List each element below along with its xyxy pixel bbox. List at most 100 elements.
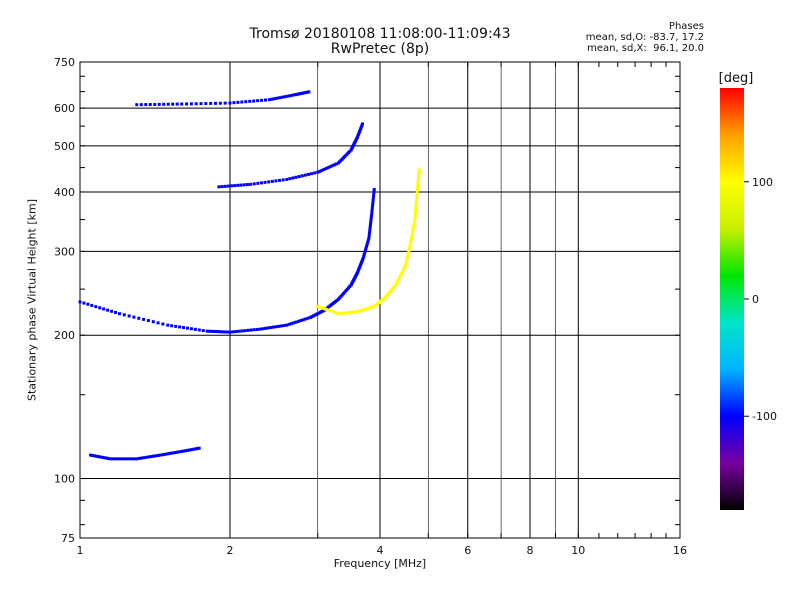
echo-point	[285, 94, 289, 98]
echo-point	[270, 97, 274, 101]
echo-point	[252, 99, 256, 103]
echo-point	[372, 193, 376, 197]
echo-point	[135, 103, 139, 107]
echo-point	[142, 456, 146, 460]
echo-point	[173, 451, 177, 455]
echo-point	[110, 309, 114, 313]
echo-point	[264, 98, 268, 102]
echo-point	[278, 96, 282, 100]
echo-point	[231, 330, 235, 334]
chart-title: Tromsø 20180108 11:08:00-11:09:43	[249, 26, 511, 42]
echo-point	[398, 275, 402, 279]
echo-point	[336, 312, 340, 316]
echo-point	[318, 169, 322, 173]
echo-point	[256, 99, 260, 103]
echo-point	[294, 92, 298, 96]
echo-point	[122, 457, 126, 461]
echo-point	[326, 166, 330, 170]
echo-point	[415, 198, 419, 202]
echo-point	[364, 246, 368, 250]
echo-point	[78, 300, 82, 304]
echo-point	[261, 327, 265, 331]
echo-point	[132, 457, 136, 461]
echo-point	[252, 182, 256, 186]
echo-point	[401, 269, 405, 273]
echo-point	[100, 455, 104, 459]
echo-point	[285, 323, 289, 327]
echo-point	[193, 447, 197, 451]
echo-point	[322, 167, 326, 171]
echo-point	[135, 457, 139, 461]
echo-point	[367, 236, 371, 240]
echo-point	[219, 330, 223, 334]
echo-point	[272, 325, 276, 329]
y-tick-label: 400	[54, 186, 75, 199]
echo-point	[394, 283, 398, 287]
echo-point	[288, 94, 292, 98]
x-axis-label: Frequency [MHz]	[333, 557, 427, 570]
echo-point	[415, 195, 419, 199]
echo-point	[111, 457, 115, 461]
echo-point	[144, 455, 148, 459]
echo-point	[313, 171, 317, 175]
echo-point	[367, 306, 371, 310]
chart-subtitle: RwPretec (8p)	[330, 41, 430, 57]
echo-point	[369, 219, 373, 223]
echo-point	[322, 307, 326, 311]
y-tick-label: 75	[61, 532, 75, 545]
x-tick-label: 16	[673, 544, 687, 557]
echo-point	[301, 91, 305, 95]
echo-point	[370, 206, 374, 210]
echo-point	[361, 256, 365, 260]
echo-point	[279, 324, 283, 328]
echo-point	[324, 167, 328, 171]
echo-point	[228, 101, 232, 105]
stats-heading: Phases	[668, 21, 704, 32]
echo-point	[412, 220, 416, 224]
echo-point	[246, 328, 250, 332]
echo-point	[344, 311, 348, 315]
echo-point	[413, 215, 417, 219]
echo-point	[266, 326, 270, 330]
echo-point	[98, 306, 102, 310]
echo-point	[417, 175, 421, 179]
echo-point	[228, 330, 232, 334]
echo-point	[94, 305, 98, 309]
echo-point	[236, 183, 240, 187]
echo-point	[114, 310, 118, 314]
echo-point	[404, 259, 408, 263]
echo-point	[359, 309, 363, 313]
echo-point	[199, 102, 203, 106]
echo-point	[413, 218, 417, 222]
echo-point	[302, 91, 306, 95]
echo-point	[169, 451, 173, 455]
echo-point	[244, 100, 248, 104]
echo-point	[151, 454, 155, 458]
echo-point	[303, 173, 307, 177]
echo-point	[248, 99, 252, 103]
echo-point	[372, 188, 376, 192]
echo-point	[342, 311, 346, 315]
echo-point	[217, 185, 221, 189]
echo-point	[217, 330, 221, 334]
echo-point	[410, 233, 414, 237]
echo-point	[304, 317, 308, 321]
echo-point	[299, 319, 303, 323]
echo-point	[417, 170, 421, 174]
echo-point	[356, 134, 360, 138]
echo-point	[255, 327, 259, 331]
echo-point	[117, 312, 121, 316]
echo-point	[328, 309, 332, 313]
echo-points	[78, 90, 421, 461]
echo-point	[371, 201, 375, 205]
echo-point	[288, 177, 292, 181]
echo-point	[294, 320, 298, 324]
echo-point	[223, 330, 227, 334]
echo-point	[106, 456, 110, 460]
echo-point	[269, 326, 273, 330]
echo-point	[263, 180, 267, 184]
x-tick-label: 4	[377, 544, 384, 557]
echo-point	[402, 268, 406, 272]
echo-point	[233, 184, 237, 188]
echo-point	[220, 185, 224, 189]
